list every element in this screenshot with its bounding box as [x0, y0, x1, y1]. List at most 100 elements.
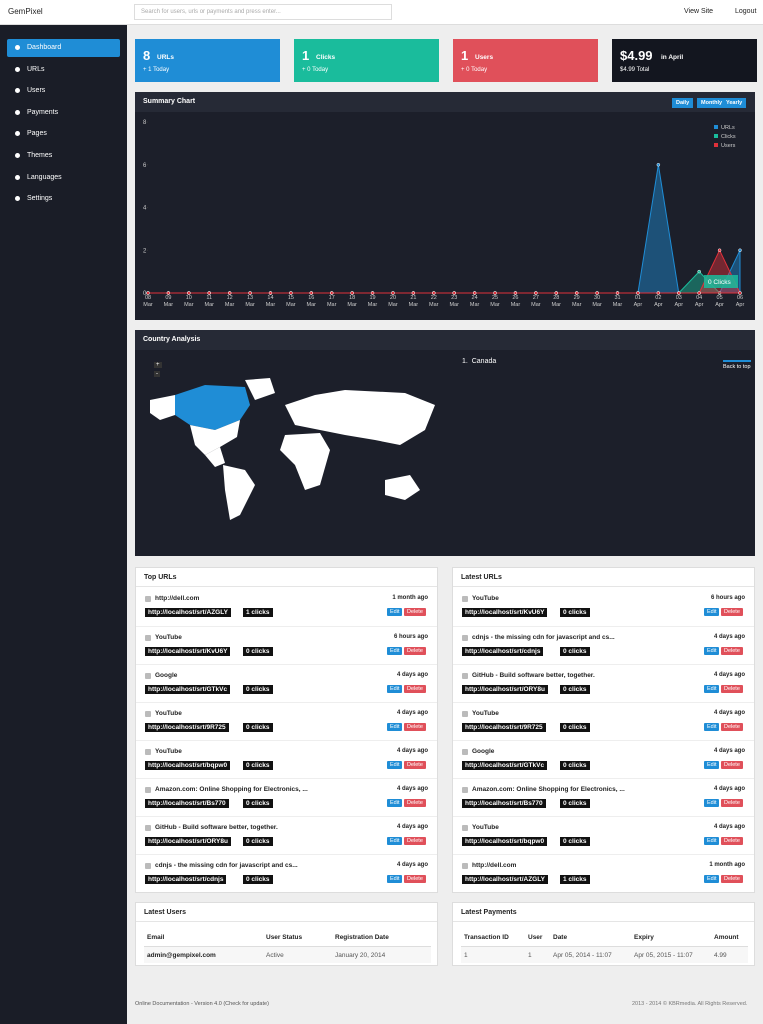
- delete-button[interactable]: Delete: [721, 875, 743, 883]
- url-title[interactable]: Google: [472, 748, 495, 755]
- edit-button[interactable]: Edit: [704, 761, 720, 769]
- short-url[interactable]: http://localhost/srt/bqpw0: [145, 761, 231, 770]
- search-input[interactable]: Search for users, urls or payments and p…: [134, 4, 392, 20]
- delete-button[interactable]: Delete: [404, 875, 426, 883]
- nav-item[interactable]: Dashboard: [7, 39, 120, 57]
- edit-button[interactable]: Edit: [387, 608, 403, 616]
- short-url[interactable]: http://localhost/srt/Bs770: [462, 799, 546, 808]
- short-url[interactable]: http://localhost/srt/9R725: [462, 723, 546, 732]
- url-title[interactable]: Amazon.com: Online Shopping for Electron…: [472, 786, 625, 793]
- nav-item[interactable]: Pages: [7, 125, 120, 143]
- short-url[interactable]: http://localhost/srt/AZGLY: [145, 608, 231, 617]
- x-tick-label: 25 Mar: [490, 295, 500, 308]
- edit-button[interactable]: Edit: [387, 761, 403, 769]
- edit-button[interactable]: Edit: [704, 875, 720, 883]
- time-ago: 4 days ago: [713, 634, 745, 640]
- edit-button[interactable]: Edit: [387, 875, 403, 883]
- url-title[interactable]: Google: [155, 672, 178, 679]
- chart-button[interactable]: Yearly: [722, 98, 747, 108]
- delete-button[interactable]: Delete: [404, 723, 426, 731]
- url-title[interactable]: YouTube: [472, 595, 499, 602]
- url-title[interactable]: YouTube: [155, 634, 182, 641]
- logout-link[interactable]: Logout: [735, 8, 757, 15]
- url-title[interactable]: Amazon.com: Online Shopping for Electron…: [155, 786, 308, 793]
- edit-button[interactable]: Edit: [704, 799, 720, 807]
- nav-label: Languages: [27, 173, 62, 181]
- url-title[interactable]: YouTube: [155, 748, 182, 755]
- edit-button[interactable]: Edit: [387, 723, 403, 731]
- short-url[interactable]: http://localhost/srt/cdnjs: [145, 875, 227, 884]
- delete-button[interactable]: Delete: [404, 761, 426, 769]
- edit-button[interactable]: Edit: [704, 608, 720, 616]
- edit-button[interactable]: Edit: [387, 837, 403, 845]
- url-title[interactable]: YouTube: [472, 710, 499, 717]
- delete-button[interactable]: Delete: [721, 761, 743, 769]
- nav-item[interactable]: Languages: [7, 169, 120, 187]
- short-url[interactable]: http://localhost/srt/AZGLY: [462, 875, 548, 884]
- view-site-link[interactable]: View Site: [684, 8, 714, 15]
- url-title[interactable]: GitHub - Build software better, together…: [155, 824, 278, 831]
- edit-button[interactable]: Edit: [387, 647, 403, 655]
- chart-button[interactable]: Daily: [672, 98, 694, 108]
- url-title[interactable]: cdnjs - the missing cdn for javascript a…: [472, 634, 615, 641]
- delete-button[interactable]: Delete: [721, 723, 743, 731]
- short-url[interactable]: http://localhost/srt/GTkVc: [462, 761, 548, 770]
- edit-button[interactable]: Edit: [704, 723, 720, 731]
- url-title[interactable]: YouTube: [472, 824, 499, 831]
- series-point: [554, 291, 559, 295]
- map-south-america: [223, 465, 255, 520]
- time-ago: 4 days ago: [713, 672, 745, 678]
- short-url[interactable]: http://localhost/srt/Bs770: [145, 799, 229, 808]
- delete-button[interactable]: Delete: [721, 799, 743, 807]
- nav-item[interactable]: Settings: [7, 190, 120, 208]
- url-row: http://dell.com http://localhost/srt/AZGL…: [136, 588, 437, 626]
- time-ago: 6 hours ago: [393, 634, 428, 640]
- series-point: [227, 291, 232, 295]
- click-count: 0 clicks: [560, 608, 590, 617]
- nav-item[interactable]: Payments: [7, 104, 120, 122]
- edit-button[interactable]: Edit: [704, 837, 720, 845]
- x-tick-label: 29 Mar: [571, 295, 582, 308]
- short-url[interactable]: http://localhost/srt/KvU6Y: [145, 647, 231, 656]
- edit-button[interactable]: Edit: [387, 799, 403, 807]
- edit-button[interactable]: Edit: [704, 647, 720, 655]
- url-title[interactable]: cdnjs - the missing cdn for javascript a…: [155, 862, 298, 869]
- url-title[interactable]: http://dell.com: [472, 862, 517, 869]
- short-url[interactable]: http://localhost/srt/GTkVc: [145, 685, 231, 694]
- short-url[interactable]: http://localhost/srt/ORY8u: [462, 685, 548, 694]
- short-url[interactable]: http://localhost/srt/KvU6Y: [462, 608, 548, 617]
- delete-button[interactable]: Delete: [721, 608, 743, 616]
- zoom-out[interactable]: -: [154, 371, 160, 377]
- short-url[interactable]: http://localhost/srt/cdnjs: [462, 647, 544, 656]
- edit-button[interactable]: Edit: [704, 685, 720, 693]
- delete-button[interactable]: Delete: [404, 685, 426, 693]
- url-title[interactable]: GitHub - Build software better, together…: [472, 672, 595, 679]
- table-cell: 4.99: [714, 952, 727, 959]
- delete-button[interactable]: Delete: [404, 837, 426, 845]
- delete-button[interactable]: Delete: [721, 685, 743, 693]
- nav-item[interactable]: Themes: [7, 147, 120, 165]
- nav-item[interactable]: Users: [7, 82, 120, 100]
- url-title[interactable]: http://dell.com: [155, 595, 200, 602]
- short-url[interactable]: http://localhost/srt/bqpw0: [462, 837, 548, 846]
- click-count: 0 clicks: [243, 875, 273, 884]
- chart-button[interactable]: Monthly: [697, 98, 727, 108]
- stat-sub: $4.99 Total: [620, 67, 650, 73]
- favicon: [145, 596, 151, 602]
- url-title[interactable]: YouTube: [155, 710, 182, 717]
- brand[interactable]: GemPixel: [8, 7, 43, 16]
- nav-item[interactable]: URLs: [7, 61, 120, 79]
- delete-button[interactable]: Delete: [404, 647, 426, 655]
- click-count: 0 clicks: [560, 799, 590, 808]
- delete-button[interactable]: Delete: [721, 837, 743, 845]
- delete-button[interactable]: Delete: [404, 608, 426, 616]
- back-to-top[interactable]: Back to top: [723, 360, 751, 370]
- edit-button[interactable]: Edit: [387, 685, 403, 693]
- short-url[interactable]: http://localhost/srt/ORY8u: [145, 837, 231, 846]
- short-url[interactable]: http://localhost/srt/9R725: [145, 723, 229, 732]
- delete-button[interactable]: Delete: [404, 799, 426, 807]
- footer-left[interactable]: Online Documentation - Version 4.0 (Chec…: [135, 1001, 269, 1007]
- delete-button[interactable]: Delete: [721, 647, 743, 655]
- zoom-in[interactable]: +: [154, 362, 162, 368]
- nav-label: Themes: [27, 152, 53, 159]
